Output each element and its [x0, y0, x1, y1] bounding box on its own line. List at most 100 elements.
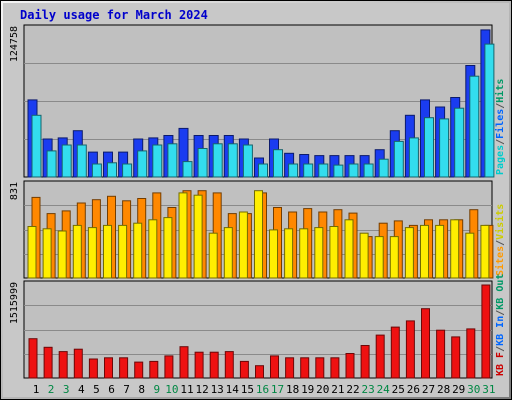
y-max-label-kbytes: 1515999 [9, 282, 20, 324]
bar-hits-pages-day-13 [212, 143, 223, 178]
bar-hits-pages-day-18 [288, 163, 299, 178]
bar-kbytes-kb-f-day-21 [330, 357, 340, 379]
day-label-2: 2 [48, 383, 55, 396]
bar-hits-pages-day-12 [197, 148, 208, 178]
day-label-24: 24 [377, 383, 391, 396]
legend-kbytes: KB F/KB In/KB Out [495, 274, 506, 376]
bar-hits-pages-day-9 [152, 144, 163, 178]
bar-visits-visits-day-29 [450, 219, 460, 279]
bar-visits-visits-day-27 [420, 224, 429, 279]
bar-kbytes-kb-f-day-25 [390, 326, 400, 379]
bar-visits-visits-day-14 [223, 227, 233, 279]
day-label-7: 7 [123, 383, 130, 396]
bar-kbytes-kb-f-day-18 [285, 357, 295, 379]
bar-hits-pages-day-8 [137, 150, 148, 178]
bar-visits-visits-day-16 [254, 190, 263, 279]
day-label-12: 12 [195, 383, 208, 396]
day-label-22: 22 [346, 383, 359, 396]
bar-visits-visits-day-12 [193, 194, 203, 279]
legend-entry-hits-2: Files [494, 109, 506, 139]
bar-visits-visits-day-11 [178, 192, 188, 279]
bar-kbytes-kb-f-day-14 [224, 351, 234, 379]
bar-kbytes-kb-f-day-4 [73, 348, 83, 379]
bar-visits-visits-day-13 [208, 232, 218, 279]
bar-visits-visits-day-3 [57, 230, 67, 279]
bar-kbytes-kb-f-day-31 [481, 284, 491, 379]
bar-hits-pages-day-6 [107, 162, 117, 178]
day-label-17: 17 [271, 383, 284, 396]
bar-visits-visits-day-30 [465, 232, 475, 279]
bar-hits-pages-day-1 [31, 114, 42, 178]
bar-kbytes-kb-f-day-30 [466, 328, 476, 379]
legend-entry-kbytes-2: KB In [495, 316, 506, 346]
bar-kbytes-kb-f-day-27 [421, 308, 430, 379]
legend-hits: Pages/Files/Hits [494, 79, 506, 175]
day-label-5: 5 [93, 383, 100, 396]
bar-kbytes-kb-f-day-6 [104, 357, 113, 379]
day-label-29: 29 [452, 383, 465, 396]
bar-kbytes-kb-f-day-10 [164, 355, 174, 379]
legend-entry-hits-0: Pages [495, 145, 506, 175]
bar-hits-pages-day-31 [484, 43, 495, 178]
bar-hits-pages-day-30 [469, 75, 480, 178]
legend-entry-visits-0: Sites [494, 246, 506, 276]
bar-hits-pages-day-3 [61, 144, 72, 178]
bar-visits-visits-day-2 [42, 228, 52, 279]
bar-kbytes-kb-f-day-11 [179, 346, 189, 379]
chart-panels: 124758Pages/Files/Hits831Sites/Visits151… [9, 24, 506, 379]
bar-hits-pages-day-17 [273, 149, 283, 178]
bar-visits-visits-day-1 [27, 226, 37, 279]
bar-kbytes-kb-f-day-19 [300, 357, 310, 379]
day-label-15: 15 [241, 383, 254, 396]
bar-hits-pages-day-25 [393, 140, 404, 178]
bar-hits-pages-day-7 [122, 163, 133, 178]
bar-kbytes-kb-f-day-17 [270, 355, 279, 379]
y-max-label-visits: 831 [9, 182, 20, 200]
bar-visits-visits-day-5 [87, 227, 97, 279]
day-label-14: 14 [226, 383, 240, 396]
bar-visits-visits-day-28 [435, 224, 445, 279]
bar-kbytes-kb-f-day-3 [58, 351, 68, 379]
bar-kbytes-kb-f-day-16 [255, 365, 264, 379]
legend-entry-kbytes-3: / [495, 310, 506, 316]
bar-hits-pages-day-14 [227, 143, 238, 178]
day-label-4: 4 [78, 383, 85, 396]
bar-visits-visits-day-31 [480, 224, 490, 279]
bar-visits-visits-day-22 [344, 219, 354, 279]
bar-visits-visits-day-17 [269, 229, 278, 279]
bar-kbytes-kb-f-day-24 [375, 334, 385, 379]
day-label-28: 28 [437, 383, 450, 396]
bar-kbytes-kb-f-day-9 [149, 360, 159, 379]
panel-kbytes: 1515999 KB F/KB In/KB Out [9, 274, 506, 379]
day-label-9: 9 [153, 383, 160, 396]
legend-entry-visits-1: / [495, 240, 506, 246]
bar-kbytes-kb-f-day-12 [194, 351, 204, 379]
day-label-19: 19 [301, 383, 314, 396]
bar-hits-pages-day-15 [242, 144, 253, 178]
day-label-13: 13 [211, 383, 224, 396]
bar-visits-visits-day-20 [314, 227, 324, 279]
legend-entry-hits-3: / [495, 103, 506, 109]
bar-kbytes-kb-f-day-28 [436, 329, 446, 379]
bar-hits-pages-day-10 [167, 143, 178, 178]
y-max-label-hits: 124758 [9, 26, 20, 62]
bar-kbytes-kb-f-day-1 [28, 338, 38, 379]
bar-hits-pages-day-23 [363, 163, 374, 178]
bar-hits-pages-day-26 [408, 137, 419, 178]
bar-visits-visits-day-21 [329, 226, 339, 279]
day-label-10: 10 [165, 383, 178, 396]
bar-kbytes-kb-f-day-2 [43, 346, 53, 379]
bar-hits-pages-day-19 [303, 163, 314, 178]
day-label-3: 3 [63, 383, 70, 396]
legend-entry-kbytes-0: KB F [495, 352, 506, 376]
bar-kbytes-kb-f-day-20 [315, 357, 325, 379]
legend-entry-kbytes-1: / [495, 346, 506, 352]
bar-kbytes-kb-f-day-23 [360, 345, 370, 379]
day-label-20: 20 [316, 383, 329, 396]
bar-hits-pages-day-28 [439, 118, 450, 178]
bar-hits-pages-day-20 [318, 163, 329, 178]
day-label-18: 18 [286, 383, 299, 396]
bar-kbytes-kb-f-day-29 [451, 336, 461, 379]
